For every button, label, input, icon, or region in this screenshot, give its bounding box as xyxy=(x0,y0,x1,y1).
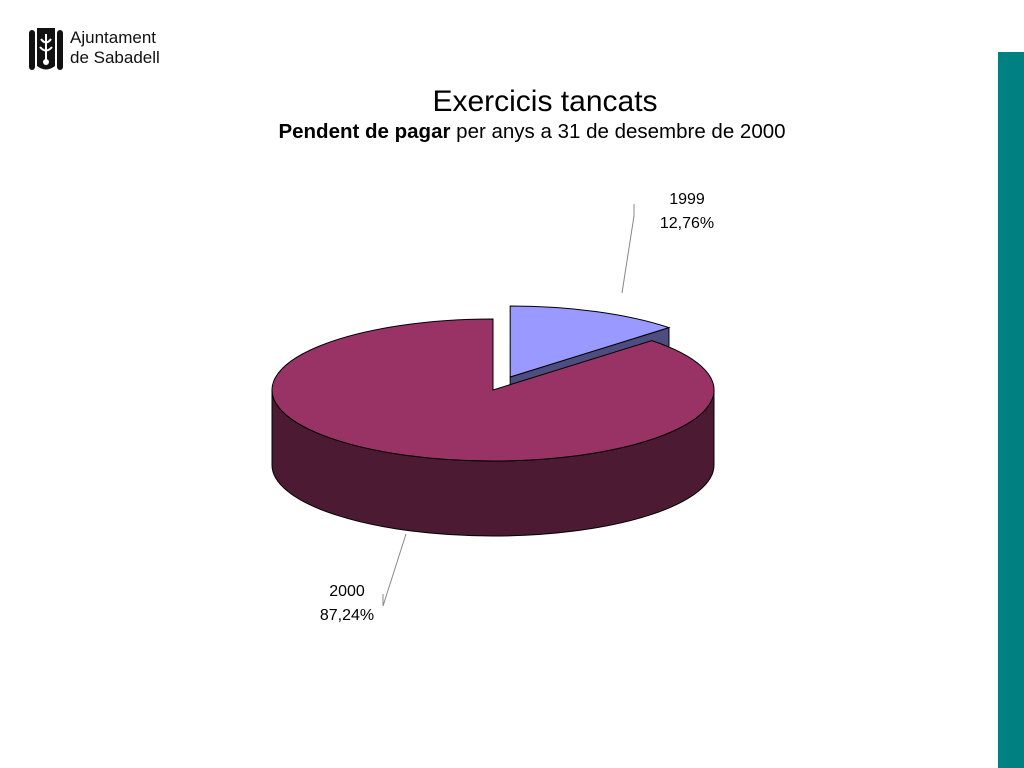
city-logo: Ajuntament de Sabadell xyxy=(28,26,188,76)
leader-line-1999 xyxy=(621,204,635,294)
accent-sidebar xyxy=(998,52,1024,768)
slice-percent-label-2000: 87,24% xyxy=(320,607,374,624)
logo-line-2: de Sabadell xyxy=(70,48,160,67)
leader-line-2000 xyxy=(382,533,407,607)
page-subtitle: Pendent de pagar per anys a 31 de desemb… xyxy=(0,119,1024,145)
subtitle-rest: per anys a 31 de desembre de 2000 xyxy=(450,120,786,143)
sabadell-shield-icon xyxy=(29,28,63,70)
logo-line-1: Ajuntament xyxy=(70,28,156,47)
pie-slice-2000 xyxy=(271,318,715,537)
page-title: Exercicis tancats xyxy=(432,85,658,118)
slice-percent-label-1999: 12,76% xyxy=(660,215,714,232)
slice-category-label-2000: 2000 xyxy=(329,583,365,600)
logo-text: Ajuntament de Sabadell xyxy=(70,28,160,68)
subtitle-bold: Pendent de pagar xyxy=(278,120,451,143)
slice-category-label-1999: 1999 xyxy=(669,191,705,208)
